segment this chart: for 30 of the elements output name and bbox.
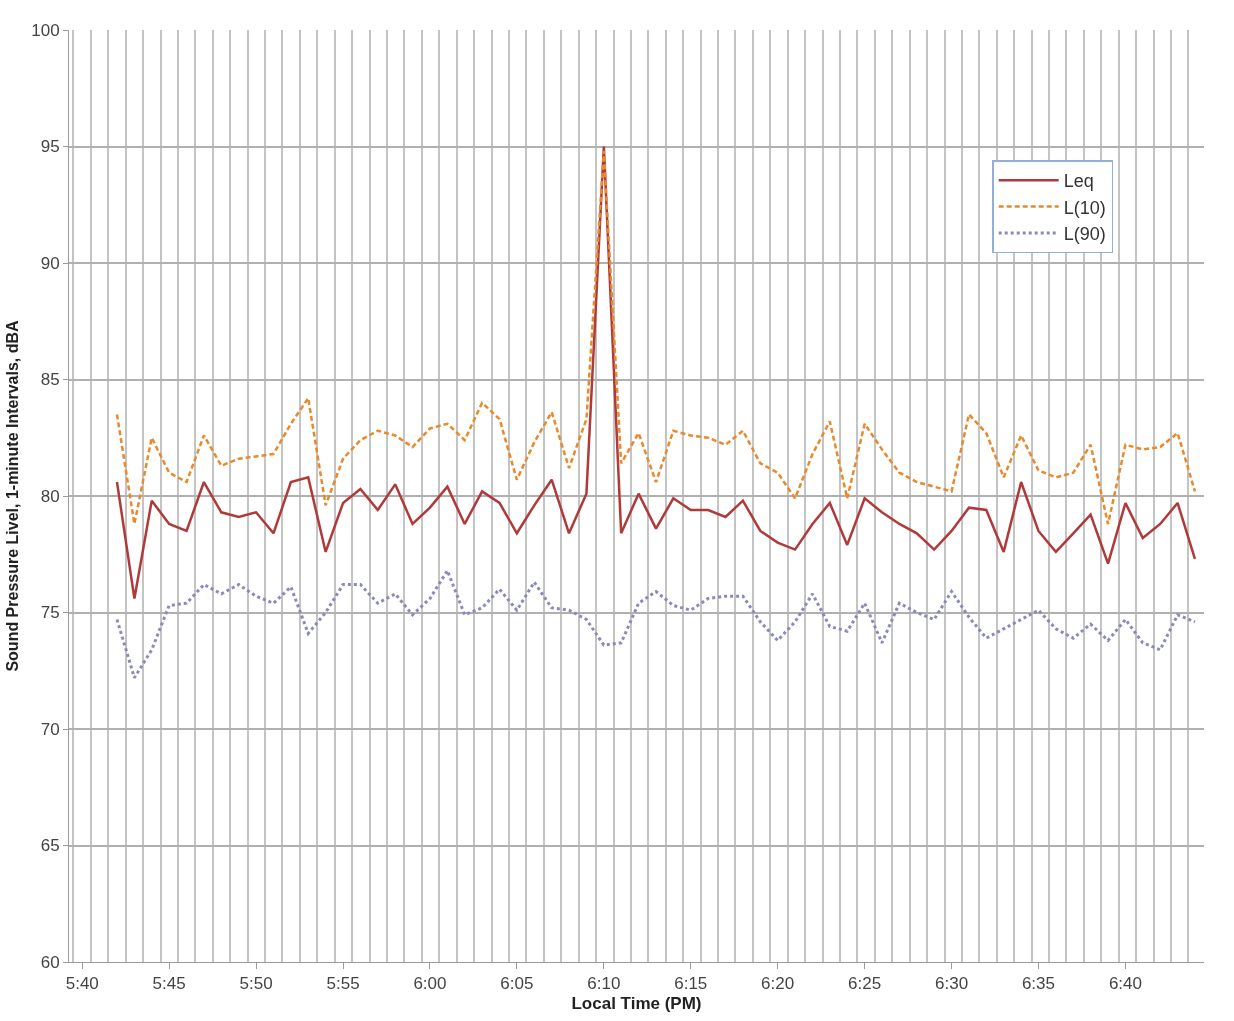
y-tick-label: 85 — [40, 370, 60, 390]
x-tick-label: 6:15 — [674, 974, 708, 994]
x-tick-label: 6:30 — [935, 974, 969, 994]
x-tick-label: 5:40 — [65, 974, 99, 994]
x-axis-title: Local Time (PM) — [571, 993, 702, 1013]
y-tick-label: 75 — [40, 603, 60, 623]
x-tick-label: 6:40 — [1108, 974, 1142, 994]
x-tick-label: 6:35 — [1021, 974, 1055, 994]
x-tick-label: 6:05 — [500, 974, 534, 994]
y-tick-label: 95 — [40, 137, 60, 157]
x-tick-label: 6:00 — [413, 974, 447, 994]
x-tick-label: 6:10 — [587, 974, 621, 994]
y-tick-label: 80 — [40, 486, 60, 506]
y-axis-title: Sound Pressure Livel, 1-minute Intervals, dBA — [4, 319, 22, 672]
x-tick-label: 6:25 — [848, 974, 882, 994]
line-series — [115, 145, 1197, 600]
line-series — [115, 149, 1197, 526]
y-tick-label: 60 — [40, 952, 60, 972]
x-tick-label: 5:55 — [326, 974, 360, 994]
legend-label: L(90) — [1063, 224, 1106, 244]
x-tick-label: 5:45 — [152, 974, 186, 994]
x-tick-label: 5:50 — [239, 974, 273, 994]
y-tick-label: 90 — [40, 253, 60, 273]
line-series — [115, 569, 1197, 680]
y-tick-label: 70 — [40, 719, 60, 739]
y-tick-label: 100 — [31, 20, 60, 40]
legend-label: L(10) — [1063, 197, 1106, 218]
legend-label: Leq — [1063, 171, 1094, 192]
x-tick-label: 6:20 — [761, 974, 795, 994]
y-tick-label: 65 — [40, 836, 60, 856]
